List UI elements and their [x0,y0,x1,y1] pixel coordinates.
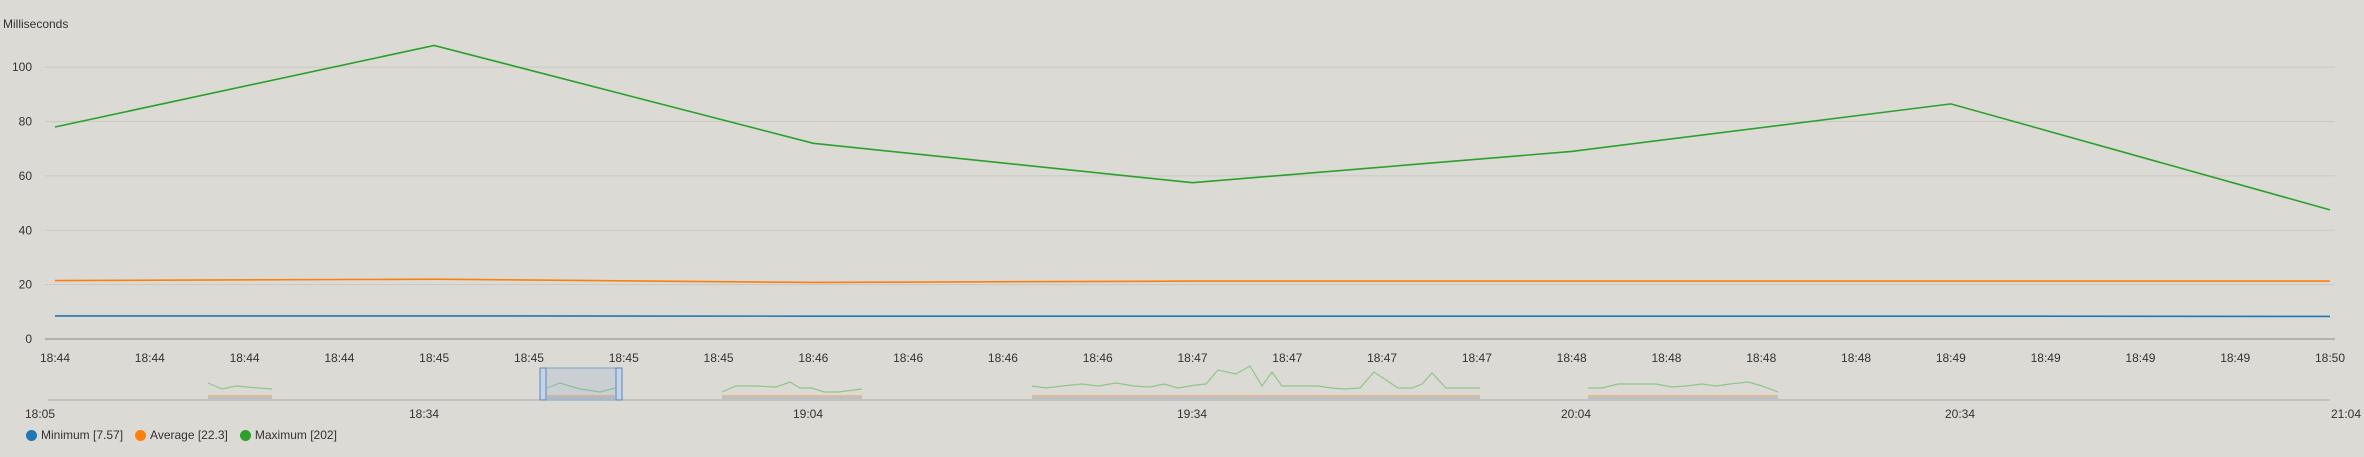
x-tick-label: 18:47 [1462,351,1492,365]
x-tick-label: 18:49 [1936,351,1966,365]
x-tick-label: 18:48 [1746,351,1776,365]
x-tick-label: 18:48 [1557,351,1587,365]
x-tick-label: 18:45 [514,351,544,365]
navigator[interactable]: 18:05 18:34 19:04 19:34 20:04 20:34 21:04 [25,365,2361,421]
legend-label: Average [22.3] [150,428,228,442]
x-tick-label: 18:46 [798,351,828,365]
navigator-selection[interactable] [542,367,620,401]
navigator-time-label: 19:34 [1177,407,1207,421]
legend-label: Minimum [7.57] [41,428,124,442]
navigator-time-label: 20:04 [1561,407,1591,421]
x-tick-label: 18:47 [1367,351,1397,365]
navigator-time-label: 18:05 [25,407,55,421]
x-tick-label: 18:47 [1177,351,1207,365]
x-tick-label: 18:47 [1272,351,1302,365]
x-tick-label: 18:45 [419,351,449,365]
navigator-sparkline [1588,381,1779,393]
navigator-time-label: 18:34 [409,407,439,421]
series-line-maximum [54,44,2331,211]
navigator-handle[interactable] [539,367,547,401]
y-tick-label: 0 [25,332,32,346]
x-tick-label: 18:48 [1651,351,1681,365]
x-tick-label: 18:44 [324,351,354,365]
navigator-time-label: 20:34 [1945,407,1975,421]
x-tick-label: 18:44 [230,351,260,365]
x-tick-label: 18:46 [893,351,923,365]
legend-swatch [26,429,37,441]
legend-item-maximum[interactable]: Maximum [202] [239,428,337,442]
x-tick-label: 18:49 [2125,351,2155,365]
navigator-sparkline [546,382,616,393]
navigator-sparkline [721,381,863,393]
legend-item-minimum[interactable]: Minimum [7.57] [26,428,123,442]
axis-layer: 0 20 40 60 80 100 18:44 18:44 18:44 18:44 18:45 18:… [12,60,2345,365]
grid-layer [45,66,2335,340]
y-axis-label: Milliseconds [3,17,68,31]
navigator-handle[interactable] [615,367,623,401]
x-tick-label: 18:44 [40,351,70,365]
navigator-time-label: 19:04 [793,407,823,421]
legend: Minimum [7.57] Average [22.3] Maximum [202… [26,428,337,442]
x-tick-label: 18:50 [2315,351,2345,365]
y-tick-label: 60 [19,169,33,183]
series-line-minimum [55,315,2331,318]
series-layer [54,44,2331,318]
series-line-average [54,278,2330,284]
x-tick-label: 18:46 [988,351,1018,365]
navigator-time-label: 21:04 [2331,407,2361,421]
x-tick-label: 18:44 [135,351,165,365]
legend-label: Maximum [202] [254,428,337,442]
x-tick-label: 18:45 [704,351,734,365]
x-tick-label: 18:45 [609,351,639,365]
legend-swatch [239,429,251,441]
y-tick-label: 20 [19,278,33,292]
y-tick-label: 80 [19,115,33,129]
x-tick-label: 18:49 [2031,351,2061,365]
y-tick-label: 40 [19,223,33,237]
y-tick-label: 100 [12,60,32,74]
navigator-sparkline [207,382,273,390]
legend-swatch [135,429,147,441]
x-tick-label: 18:49 [2220,351,2250,365]
x-tick-label: 18:48 [1841,351,1871,365]
x-tick-label: 18:46 [1083,351,1113,365]
navigator-sparkline [1031,365,1480,390]
legend-item-average[interactable]: Average [22.3] [135,428,228,442]
